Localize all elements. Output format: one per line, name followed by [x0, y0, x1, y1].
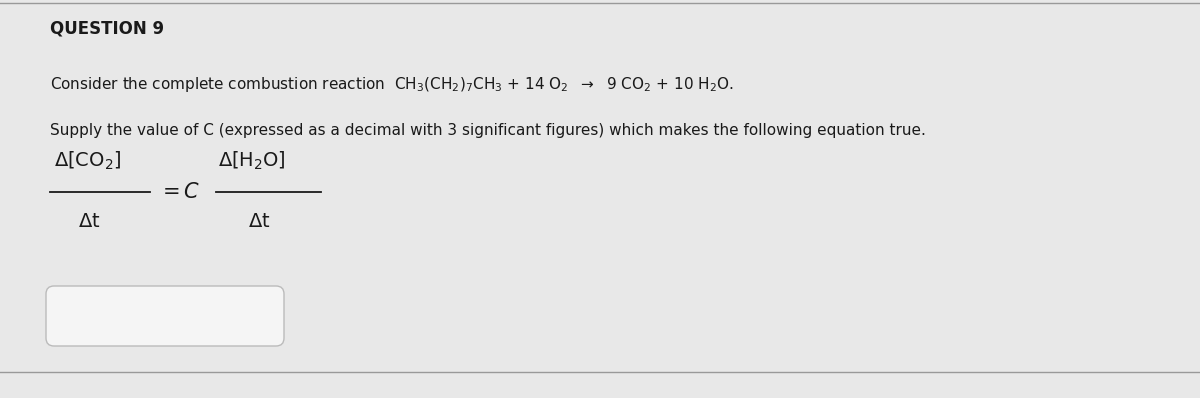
Text: Consider the complete combustion reaction  CH$_3$(CH$_2$)$_7$CH$_3$ + 14 O$_2$  : Consider the complete combustion reactio… [50, 76, 733, 94]
Text: $= C$: $= C$ [158, 182, 200, 202]
Text: $\Delta$[H$_2$O]: $\Delta$[H$_2$O] [218, 150, 286, 172]
FancyBboxPatch shape [46, 286, 284, 346]
Text: $\Delta$t: $\Delta$t [248, 212, 270, 231]
Text: Supply the value of C (expressed as a decimal with 3 significant figures) which : Supply the value of C (expressed as a de… [50, 123, 926, 137]
Text: $\Delta$[CO$_2$]: $\Delta$[CO$_2$] [54, 150, 121, 172]
Text: QUESTION 9: QUESTION 9 [50, 19, 164, 37]
Text: $\Delta$t: $\Delta$t [78, 212, 101, 231]
